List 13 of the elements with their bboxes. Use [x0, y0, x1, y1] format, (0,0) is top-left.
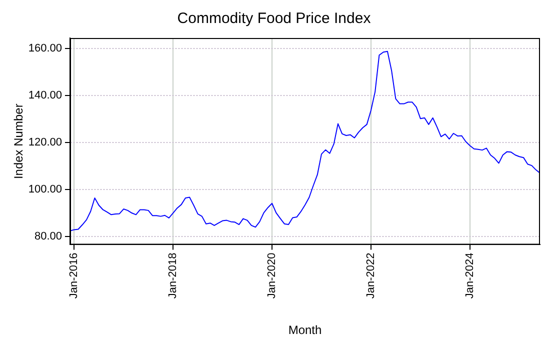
y-tick-label: 100.00 [28, 184, 62, 196]
y-tick-label: 160.00 [28, 42, 62, 55]
y-axis-title: Index Number [12, 104, 26, 180]
x-axis-title: Month [288, 323, 322, 338]
y-tick-label: 120.00 [28, 136, 62, 149]
x-tick-label: Jan-2024 [464, 252, 476, 299]
chart-title: Commodity Food Price Index [177, 10, 372, 28]
x-tick-label: Jan-2022 [364, 252, 377, 299]
y-tick-label: 80.00 [34, 230, 62, 243]
x-tick-label: Jan-2018 [167, 252, 180, 299]
x-tick-label: Jan-2020 [266, 252, 278, 299]
x-tick-label: Jan-2016 [68, 252, 80, 299]
y-tick-label: 140.00 [28, 90, 62, 102]
